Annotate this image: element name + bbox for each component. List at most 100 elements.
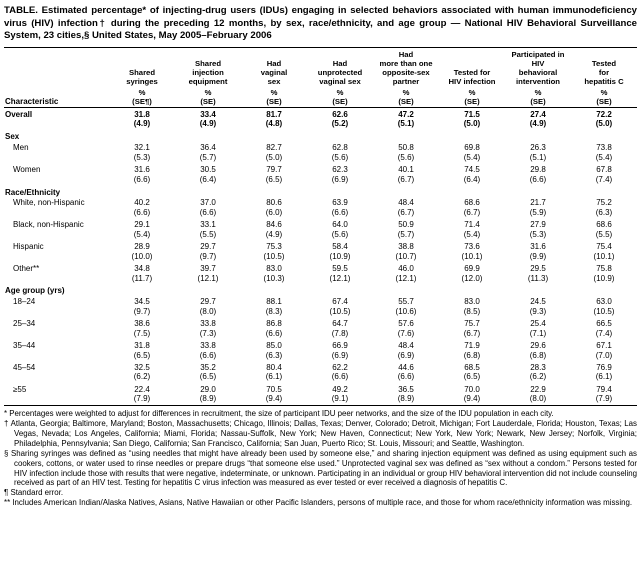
standard-error-value: (5.5) <box>199 229 217 239</box>
percent-value: 30.5 <box>200 165 216 175</box>
standard-error-value: (7.3) <box>199 328 217 338</box>
percent-value: 83.0 <box>464 297 480 307</box>
percent-value: 70.5 <box>266 384 282 394</box>
value-cell: 72.2 (5.0) <box>571 108 637 130</box>
standard-error-value: (10.6) <box>395 306 417 316</box>
percent-value: 73.6 <box>464 242 480 252</box>
se-label: (SE) <box>530 97 546 107</box>
percent-value: 67.4 <box>332 297 348 307</box>
percent-value: 55.7 <box>398 297 414 307</box>
percent-value: 83.0 <box>266 264 282 274</box>
percent-value: 50.8 <box>398 143 414 153</box>
table-row: Hispanic 28.9 (10.0) 29.7 (9.7) 75.3 (10.5) 58.… <box>4 241 637 263</box>
percent-value: 29.5 <box>530 264 546 274</box>
table-row: 25–34 38.6 (7.5) 33.8 (7.3) 86.8 (6.6) 64.7 (7.8… <box>4 318 637 340</box>
standard-error-value: (7.6) <box>397 328 415 338</box>
standard-error-value: (5.1) <box>529 152 547 162</box>
standard-error-value: (7.4) <box>595 174 613 184</box>
section-row: Age group (yrs) <box>4 284 637 295</box>
standard-error-value: (6.8) <box>529 350 547 360</box>
value-cell: 83.0 (10.3) <box>241 263 307 285</box>
standard-error-value: (6.4) <box>463 174 481 184</box>
percent-value: 63.9 <box>332 198 348 208</box>
value-cell: 27.9 (5.3) <box>505 219 571 241</box>
footnote: § Sharing syringes was defined as “using… <box>4 448 637 488</box>
column-unit-header: % (SE) <box>373 86 439 109</box>
percent-value: 44.6 <box>398 363 414 372</box>
percent-value: 71.4 <box>464 220 480 230</box>
percent-value: 80.4 <box>266 363 282 372</box>
percent-value: 75.2 <box>596 198 612 208</box>
value-cell: 37.0 (6.6) <box>175 197 241 219</box>
value-cell: 33.8 (7.3) <box>175 318 241 340</box>
standard-error-value: (10.0) <box>131 251 153 261</box>
value-cell: 27.4 (4.9) <box>505 108 571 130</box>
footnote-marker: ¶ <box>4 488 9 498</box>
percent-value: 27.4 <box>530 109 546 119</box>
percent-value: 48.4 <box>398 341 414 351</box>
standard-error-value: (6.6) <box>133 174 151 184</box>
value-cell: 29.5 (11.3) <box>505 263 571 285</box>
value-cell: 44.6 (6.6) <box>373 362 439 384</box>
percent-value: 31.6 <box>134 165 150 175</box>
table-row: Other** 34.8 (11.7) 39.7 (12.1) 83.0 (10.3) 59.… <box>4 263 637 285</box>
standard-error-value: (9.7) <box>199 251 217 261</box>
standard-error-value: (6.6) <box>331 372 349 382</box>
column-unit-header: % (SE) <box>439 86 505 109</box>
standard-error-value: (5.0) <box>595 119 613 129</box>
standard-error-value: (6.6) <box>133 207 151 217</box>
standard-error-value: (6.6) <box>199 350 217 360</box>
column-units-row: Characteristic % (SE¶)% (SE)% (SE)% (SE)% (SE… <box>4 86 637 109</box>
value-cell: 79.4 (7.9) <box>571 383 637 405</box>
value-cell: 69.9 (12.0) <box>439 263 505 285</box>
standard-error-value: (6.3) <box>595 207 613 217</box>
percent-value: 76.9 <box>596 363 612 372</box>
value-cell: 50.9 (5.7) <box>373 219 439 241</box>
percent-value: 28.3 <box>530 363 546 372</box>
percent-value: 38.8 <box>398 242 414 252</box>
standard-error-value: (12.0) <box>461 273 483 283</box>
value-cell: 73.6 (10.1) <box>439 241 505 263</box>
value-cell: 68.6 (6.7) <box>439 197 505 219</box>
percent-value: 62.2 <box>332 363 348 372</box>
value-cell: 69.8 (5.4) <box>439 142 505 164</box>
value-cell: 66.9 (6.9) <box>307 340 373 362</box>
column-header: Had vaginal sex <box>260 59 288 87</box>
value-cell: 85.0 (6.3) <box>241 340 307 362</box>
percent-value: 28.9 <box>134 242 150 252</box>
standard-error-value: (6.7) <box>397 207 415 217</box>
value-cell: 68.6 (5.5) <box>571 219 637 241</box>
standard-error-value: (9.7) <box>133 306 151 316</box>
value-cell: 31.6 (6.6) <box>109 164 175 186</box>
percent-value: 71.9 <box>464 341 480 351</box>
percent-value: 84.6 <box>266 220 282 230</box>
value-cell: 31.6 (9.9) <box>505 241 571 263</box>
percent-value: 29.7 <box>200 297 216 307</box>
percent-value: 62.3 <box>332 165 348 175</box>
percent-value: 69.8 <box>464 143 480 153</box>
standard-error-value: (6.1) <box>265 372 283 382</box>
percent-value: 47.2 <box>398 109 414 119</box>
percent-value: 62.8 <box>332 143 348 153</box>
column-header: Tested for HIV infection <box>448 68 496 87</box>
value-cell: 55.7 (10.6) <box>373 296 439 318</box>
se-label: (SE) <box>200 97 216 107</box>
percent-value: 80.6 <box>266 198 282 208</box>
value-cell: 67.1 (7.0) <box>571 340 637 362</box>
table-row: ≥55 22.4 (7.9) 29.0 (8.9) 70.5 (9.4) 49.2 (9.1) 3… <box>4 383 637 405</box>
percent-value: 37.0 <box>200 198 216 208</box>
standard-error-value: (10.7) <box>395 251 417 261</box>
standard-error-value: (6.5) <box>133 350 151 360</box>
percent-value: 49.2 <box>332 384 348 394</box>
standard-error-value: (6.9) <box>331 174 349 184</box>
percent-value: 73.8 <box>596 143 612 153</box>
value-cell: 22.4 (7.9) <box>109 383 175 405</box>
percent-sign: % <box>534 88 542 98</box>
value-cell: 75.7 (6.7) <box>439 318 505 340</box>
standard-error-value: (5.7) <box>397 229 415 239</box>
value-cell: 59.5 (12.1) <box>307 263 373 285</box>
percent-sign: % <box>204 88 212 98</box>
percent-value: 71.5 <box>464 109 480 119</box>
value-cell: 62.3 (6.9) <box>307 164 373 186</box>
percent-sign: % <box>600 88 608 98</box>
